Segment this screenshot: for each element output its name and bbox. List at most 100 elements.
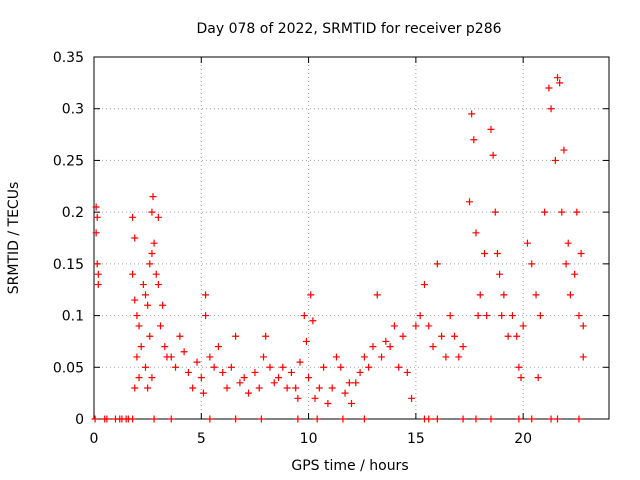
data-point	[184, 368, 192, 376]
data-point	[150, 415, 158, 423]
data-point	[142, 363, 149, 371]
data-point	[129, 213, 137, 221]
data-point	[562, 260, 570, 268]
data-point	[451, 332, 458, 340]
data-point	[470, 136, 478, 144]
data-point	[328, 384, 336, 392]
data-point	[420, 281, 428, 289]
data-point	[152, 270, 160, 278]
x-axis-label: GPS time / hours	[291, 458, 408, 474]
data-point	[433, 260, 441, 268]
data-point	[92, 203, 100, 211]
data-point	[266, 363, 274, 371]
grid	[94, 57, 609, 419]
data-point	[294, 394, 302, 402]
data-point	[93, 260, 101, 268]
data-point	[551, 156, 559, 164]
data-point	[341, 389, 349, 397]
data-point	[493, 250, 501, 258]
data-point	[395, 363, 403, 371]
data-point	[403, 368, 411, 376]
data-point	[103, 415, 111, 423]
data-point	[579, 322, 587, 330]
data-point	[571, 270, 579, 278]
data-point	[133, 312, 141, 320]
data-point	[519, 322, 527, 330]
x-tick-label: 0	[90, 431, 99, 447]
data-point	[545, 84, 553, 92]
data-point	[148, 208, 156, 216]
data-point	[150, 239, 158, 247]
data-points	[91, 74, 587, 423]
data-point	[142, 291, 149, 299]
data-point	[262, 332, 270, 340]
chart-title: Day 078 of 2022, SRMTID for receiver p28…	[196, 21, 501, 37]
data-point	[202, 312, 210, 320]
data-point	[528, 415, 536, 423]
data-point	[223, 384, 231, 392]
x-tick-label: 15	[407, 431, 425, 447]
data-point	[148, 374, 156, 382]
data-point	[491, 208, 499, 216]
data-point	[154, 213, 162, 221]
data-point	[129, 415, 137, 423]
data-point	[135, 374, 143, 382]
data-point	[260, 353, 268, 361]
y-tick-label: 0.3	[62, 102, 84, 118]
data-point	[360, 415, 368, 423]
data-point	[270, 379, 278, 387]
data-point	[504, 332, 512, 340]
data-point	[193, 358, 201, 366]
data-point	[92, 229, 100, 237]
data-point	[515, 415, 523, 423]
data-point	[532, 291, 540, 299]
data-point	[558, 208, 566, 216]
data-point	[94, 270, 102, 278]
data-point	[176, 332, 184, 340]
data-point	[534, 374, 542, 382]
data-point	[236, 379, 244, 387]
data-point	[324, 399, 332, 407]
data-point	[412, 322, 420, 330]
data-point	[508, 312, 516, 320]
data-point	[245, 389, 252, 397]
data-point	[348, 399, 355, 407]
data-point	[302, 337, 310, 345]
data-point	[489, 151, 497, 159]
data-point	[131, 384, 139, 392]
data-point	[416, 312, 424, 320]
data-point	[498, 312, 506, 320]
data-point	[429, 343, 437, 351]
data-point	[481, 250, 489, 258]
data-point	[232, 415, 240, 423]
data-point	[219, 368, 227, 376]
data-point	[137, 343, 145, 351]
data-point	[466, 198, 474, 206]
data-point	[560, 146, 568, 154]
data-point	[476, 291, 484, 299]
data-point	[356, 368, 364, 376]
data-point	[556, 79, 564, 87]
data-point	[408, 394, 416, 402]
x-tick-label: 5	[197, 431, 206, 447]
data-point	[189, 384, 197, 392]
data-point	[378, 353, 386, 361]
y-tick-label: 0.1	[62, 309, 84, 325]
data-point	[541, 208, 549, 216]
data-point	[197, 374, 205, 382]
data-point	[483, 312, 491, 320]
axis-ticks: 0 0.05 0.1 0.15 0.2 0.25 0.3 0.35 0 5 10 15 20	[53, 50, 609, 447]
data-point	[315, 384, 323, 392]
data-point	[474, 312, 482, 320]
data-point	[446, 312, 454, 320]
data-point	[536, 312, 544, 320]
data-point	[305, 374, 313, 382]
data-point	[320, 363, 328, 371]
data-point	[386, 343, 394, 351]
data-point	[167, 415, 175, 423]
data-point	[547, 105, 555, 113]
data-point	[214, 343, 222, 351]
data-point	[442, 353, 450, 361]
data-point	[566, 291, 574, 299]
data-point	[575, 312, 583, 320]
